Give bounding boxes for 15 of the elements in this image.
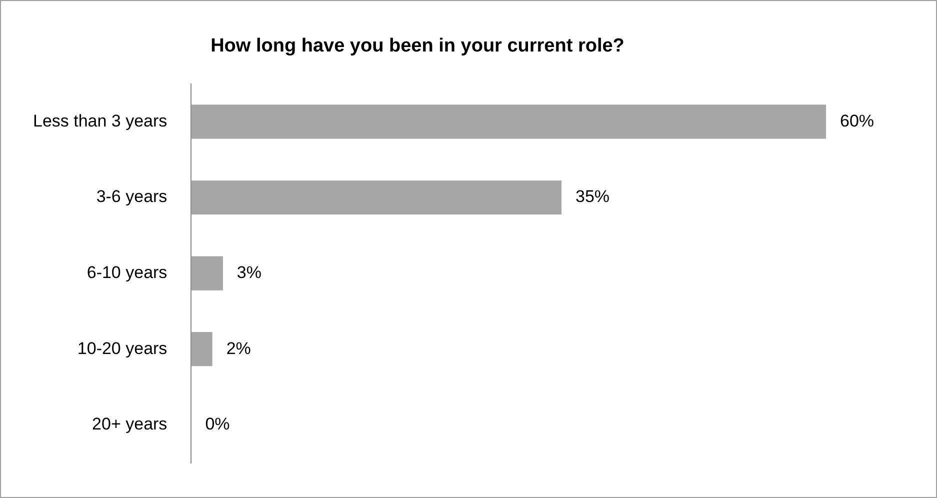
data-label: 2% <box>226 338 251 358</box>
data-label: 0% <box>205 414 230 434</box>
data-label: 60% <box>840 111 874 130</box>
data-label: 35% <box>575 187 610 206</box>
chart-title: How long have you been in your current role? <box>210 36 624 57</box>
bar <box>191 332 212 366</box>
data-label: 3% <box>236 262 262 282</box>
y-tick-label: Less than 3 years <box>32 111 168 130</box>
y-tick-label: 6-10 years <box>86 262 168 282</box>
y-tick-label: 10-20 years <box>77 338 168 358</box>
bar <box>191 180 562 215</box>
y-tick-label: 3-6 years <box>96 187 168 206</box>
bar <box>191 104 826 139</box>
bar <box>191 256 223 290</box>
y-tick-label: 20+ years <box>92 414 168 434</box>
